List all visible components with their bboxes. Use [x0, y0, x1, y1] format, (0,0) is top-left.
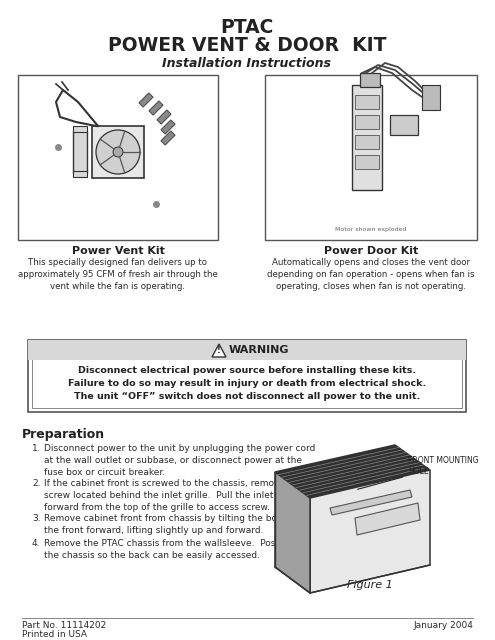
Text: POWER VENT & DOOR  KIT: POWER VENT & DOOR KIT: [108, 36, 386, 55]
Bar: [73, 126, 87, 132]
Text: Disconnect power to the unit by unplugging the power cord
at the wall outlet or : Disconnect power to the unit by unpluggi…: [44, 444, 315, 477]
Polygon shape: [275, 445, 430, 498]
Text: Disconnect electrical power source before installing these kits.
Failure to do s: Disconnect electrical power source befor…: [68, 366, 426, 401]
Text: Motor shown exploded: Motor shown exploded: [335, 227, 407, 232]
Text: !: !: [217, 346, 221, 355]
Polygon shape: [275, 472, 310, 593]
Bar: [18, 75, 218, 240]
Text: FRONT MOUNTING
HOLE: FRONT MOUNTING HOLE: [358, 456, 479, 489]
Text: PTAC: PTAC: [220, 18, 274, 37]
Text: 4.: 4.: [32, 539, 41, 548]
Text: January 2004: January 2004: [413, 621, 473, 630]
Bar: [92, 126, 144, 178]
Text: This specially designed fan delivers up to
approximately 95 CFM of fresh air thr: This specially designed fan delivers up …: [18, 258, 218, 291]
Circle shape: [96, 130, 140, 174]
Bar: [28, 340, 466, 360]
Bar: [161, 120, 175, 134]
Text: 1.: 1.: [32, 444, 41, 453]
Text: Remove the PTAC chassis from the wallsleeve.  Position
the chassis so the back c: Remove the PTAC chassis from the wallsle…: [44, 539, 296, 560]
Bar: [360, 73, 380, 87]
Bar: [390, 115, 418, 135]
Bar: [73, 131, 87, 173]
Text: Printed in USA: Printed in USA: [22, 630, 87, 639]
Bar: [265, 75, 477, 240]
Bar: [355, 135, 379, 149]
Text: Part No. 11114202: Part No. 11114202: [22, 621, 106, 630]
Bar: [28, 340, 466, 412]
Circle shape: [113, 147, 123, 157]
Text: If the cabinet front is screwed to the chassis, remove the
screw located behind : If the cabinet front is screwed to the c…: [44, 479, 303, 512]
Text: WARNING: WARNING: [229, 345, 290, 355]
Text: Installation Instructions: Installation Instructions: [162, 57, 332, 70]
Polygon shape: [355, 503, 420, 535]
Text: Preparation: Preparation: [22, 428, 105, 441]
Bar: [422, 85, 440, 110]
Text: 3.: 3.: [32, 514, 41, 523]
Polygon shape: [212, 344, 226, 357]
Bar: [355, 95, 379, 109]
Bar: [157, 110, 171, 124]
Polygon shape: [310, 470, 430, 593]
Text: Power Door Kit: Power Door Kit: [324, 246, 418, 256]
Text: Power Vent Kit: Power Vent Kit: [72, 246, 164, 256]
Bar: [355, 155, 379, 169]
Polygon shape: [330, 490, 412, 515]
Bar: [355, 115, 379, 129]
Bar: [149, 101, 163, 115]
Bar: [161, 131, 175, 145]
Bar: [32, 344, 462, 408]
Bar: [139, 93, 153, 107]
Text: Automatically opens and closes the vent door
depending on fan operation - opens : Automatically opens and closes the vent …: [267, 258, 475, 291]
Bar: [352, 85, 382, 190]
Bar: [73, 171, 87, 177]
Text: Remove cabinet front from chassis by tilting the bottom of
the front forward, li: Remove cabinet front from chassis by til…: [44, 514, 310, 535]
Text: Figure 1: Figure 1: [347, 580, 393, 590]
Text: 2.: 2.: [32, 479, 41, 488]
